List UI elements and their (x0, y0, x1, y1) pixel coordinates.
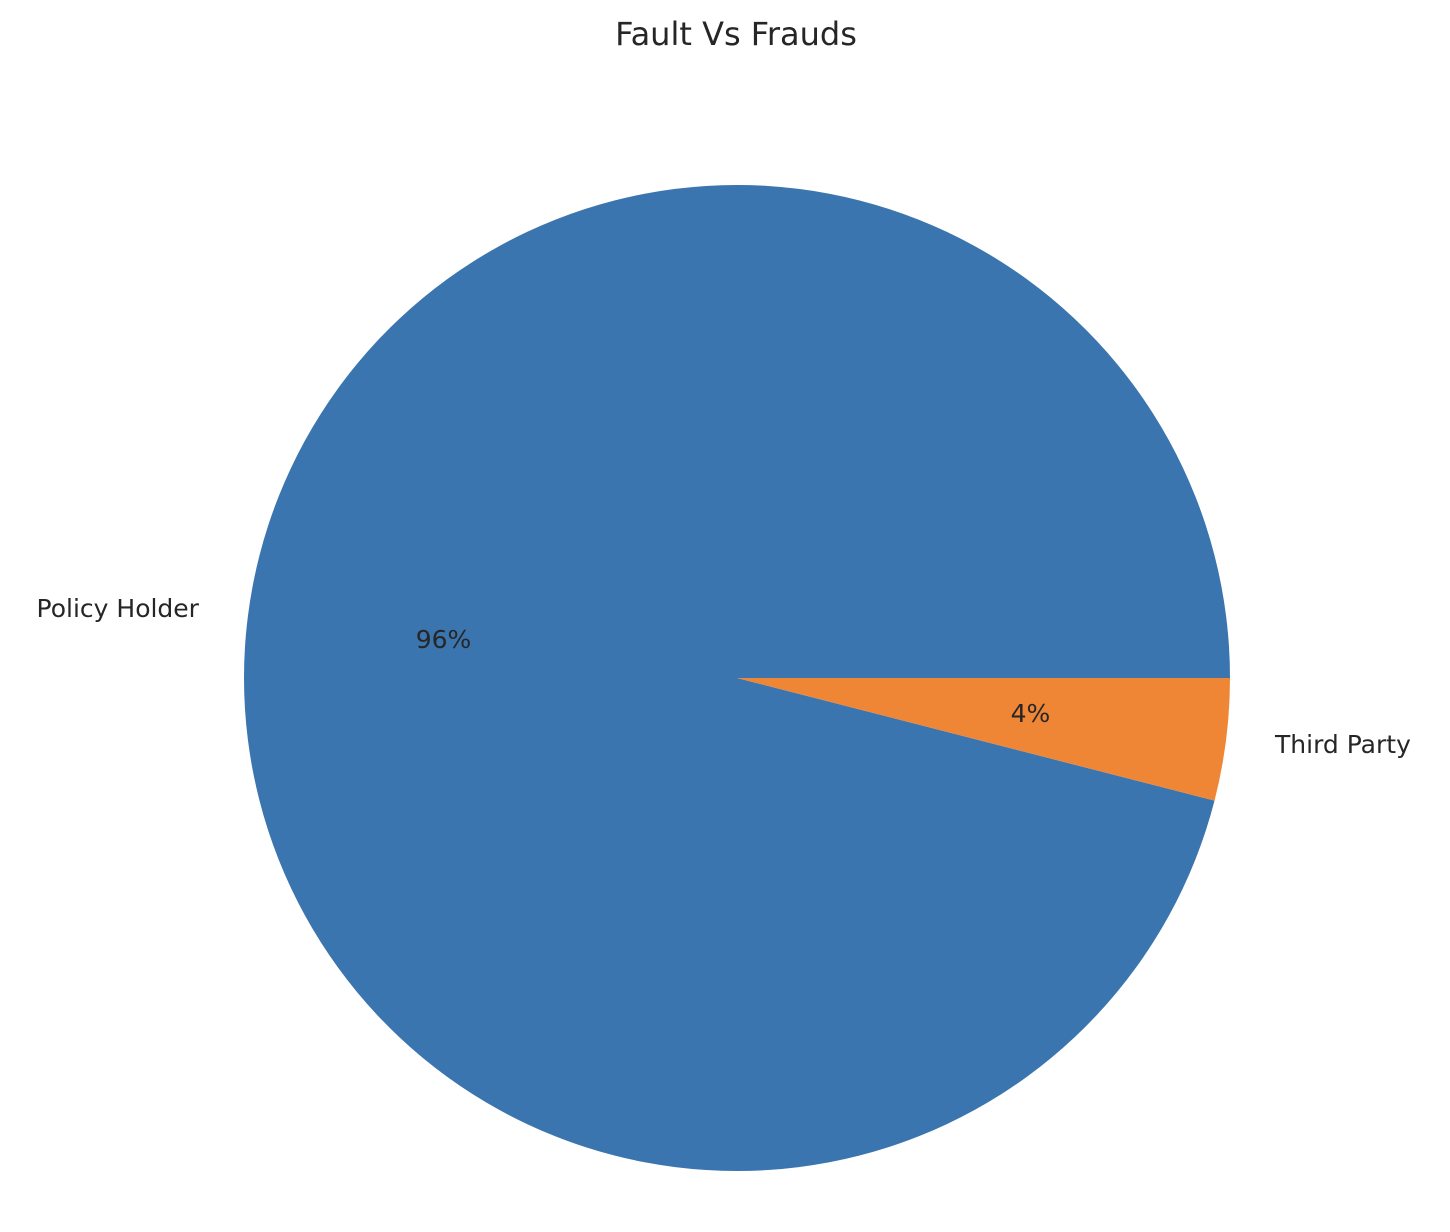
pie-labels: Policy Holder 96% Third Party 4% (37, 594, 1412, 759)
pie-slices (243, 184, 1230, 1171)
pie-slice-policy-holder (243, 184, 1230, 1171)
pct-label-third-party: 4% (1011, 699, 1051, 728)
pie-slice-third-party (737, 678, 1230, 801)
pct-label-policy-holder: 96% (416, 625, 472, 654)
chart-title: Fault Vs Frauds (615, 15, 857, 53)
slice-label-third-party: Third Party (1274, 730, 1411, 759)
slice-label-policy-holder: Policy Holder (37, 594, 200, 623)
